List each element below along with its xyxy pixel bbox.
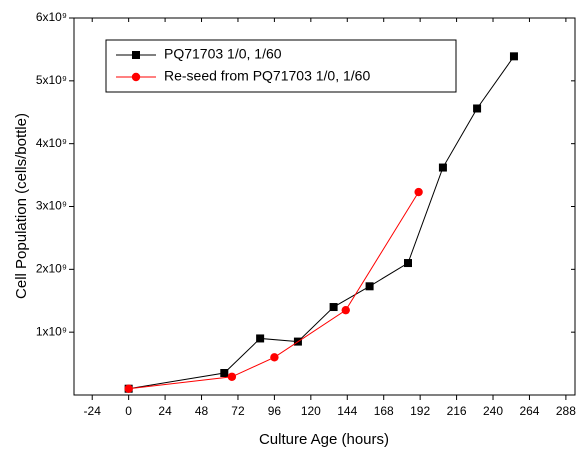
- x-tick-label: 24: [158, 404, 172, 418]
- point: [124, 384, 133, 393]
- y-tick-label: 3x10⁹: [36, 199, 67, 213]
- x-tick-label: 96: [268, 404, 282, 418]
- x-tick-label: 168: [374, 404, 394, 418]
- y-tick-label: 6x10⁹: [36, 10, 67, 24]
- point: [365, 282, 374, 291]
- x-tick-label: 240: [483, 404, 503, 418]
- x-tick-label: 288: [556, 404, 576, 418]
- x-tick-label: -24: [84, 404, 102, 418]
- y-tick-label: 5x10⁹: [36, 73, 67, 87]
- point: [220, 369, 229, 378]
- legend-marker: [131, 72, 141, 82]
- x-tick-label: 216: [447, 404, 467, 418]
- point: [414, 187, 423, 197]
- series-line: [128, 56, 515, 390]
- x-tick-label: 120: [301, 404, 321, 418]
- point: [329, 303, 338, 312]
- point: [473, 104, 482, 113]
- legend-label: PQ71703 1/0, 1/60: [164, 46, 282, 62]
- legend-label: Re-seed from PQ71703 1/0, 1/60: [164, 68, 370, 84]
- legend-marker: [132, 51, 140, 59]
- x-tick-label: 48: [195, 404, 209, 418]
- x-tick-label: 144: [337, 404, 357, 418]
- point: [270, 353, 279, 362]
- point: [404, 259, 412, 268]
- x-axis-label: Culture Age (hours): [259, 431, 389, 448]
- point: [509, 52, 518, 61]
- legend-box: [105, 39, 457, 93]
- x-tick-label: 72: [231, 404, 245, 418]
- y-tick-label: 1x10⁹: [36, 324, 67, 338]
- x-tick-label: 0: [125, 404, 132, 418]
- point: [256, 334, 265, 343]
- y-axis-label: Cell Population (cells/bottle): [13, 113, 30, 299]
- point: [341, 305, 350, 315]
- x-tick-label: 192: [410, 404, 430, 418]
- x-tick-label: 264: [519, 404, 539, 418]
- y-tick-label: 4x10⁹: [36, 136, 67, 150]
- y-tick-label: 2x10⁹: [36, 262, 67, 276]
- point: [438, 163, 447, 172]
- point: [227, 372, 237, 381]
